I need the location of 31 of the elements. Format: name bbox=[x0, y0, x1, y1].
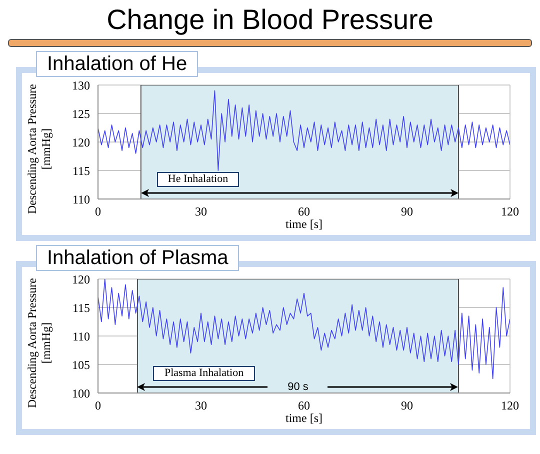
y-tick-label: 115 bbox=[72, 164, 90, 178]
y-tick-label: 130 bbox=[72, 78, 90, 92]
y-tick-label: 105 bbox=[72, 358, 90, 372]
y-tick-label: 125 bbox=[72, 106, 90, 121]
band-label: Plasma Inhalation bbox=[153, 366, 255, 381]
y-tick-label: 115 bbox=[72, 300, 90, 315]
x-tick-label: 30 bbox=[195, 398, 207, 413]
x-tick-label: 60 bbox=[298, 398, 310, 413]
annotation: 90 s bbox=[286, 380, 310, 395]
x-tick-label: 60 bbox=[298, 204, 310, 219]
x-axis-title: time [s] bbox=[286, 217, 322, 231]
chart-title: Change in Blood Pressure bbox=[106, 4, 434, 36]
y-tick-label: 120 bbox=[72, 272, 90, 286]
x-tick-label: 30 bbox=[195, 204, 207, 219]
chart-title: Inhalation of Plasma bbox=[36, 245, 240, 271]
x-tick-label: 0 bbox=[95, 204, 101, 219]
chart-subtitle: Inhalation of He bbox=[36, 51, 198, 77]
y-tick-label: 100 bbox=[72, 386, 90, 400]
x-tick-label: 0 bbox=[95, 398, 101, 413]
y-axis-title: Descending Aorta Pressure [mmHg] bbox=[25, 83, 53, 216]
y-tick-label: 120 bbox=[72, 135, 90, 150]
x-tick-label: 120 bbox=[501, 398, 519, 413]
x-tick-label: 90 bbox=[401, 398, 413, 413]
line-series bbox=[98, 90, 510, 171]
y-axis-title: Descending Aorta Pressure [mmHg] bbox=[25, 277, 53, 410]
y-tick-label: 110 bbox=[72, 329, 90, 344]
x-axis-title: time [s] bbox=[286, 411, 322, 425]
x-tick-label: 90 bbox=[401, 204, 413, 219]
x-tick-label: 120 bbox=[501, 204, 519, 219]
y-tick-label: 110 bbox=[72, 192, 90, 206]
band-label: He Inhalation bbox=[156, 172, 240, 187]
